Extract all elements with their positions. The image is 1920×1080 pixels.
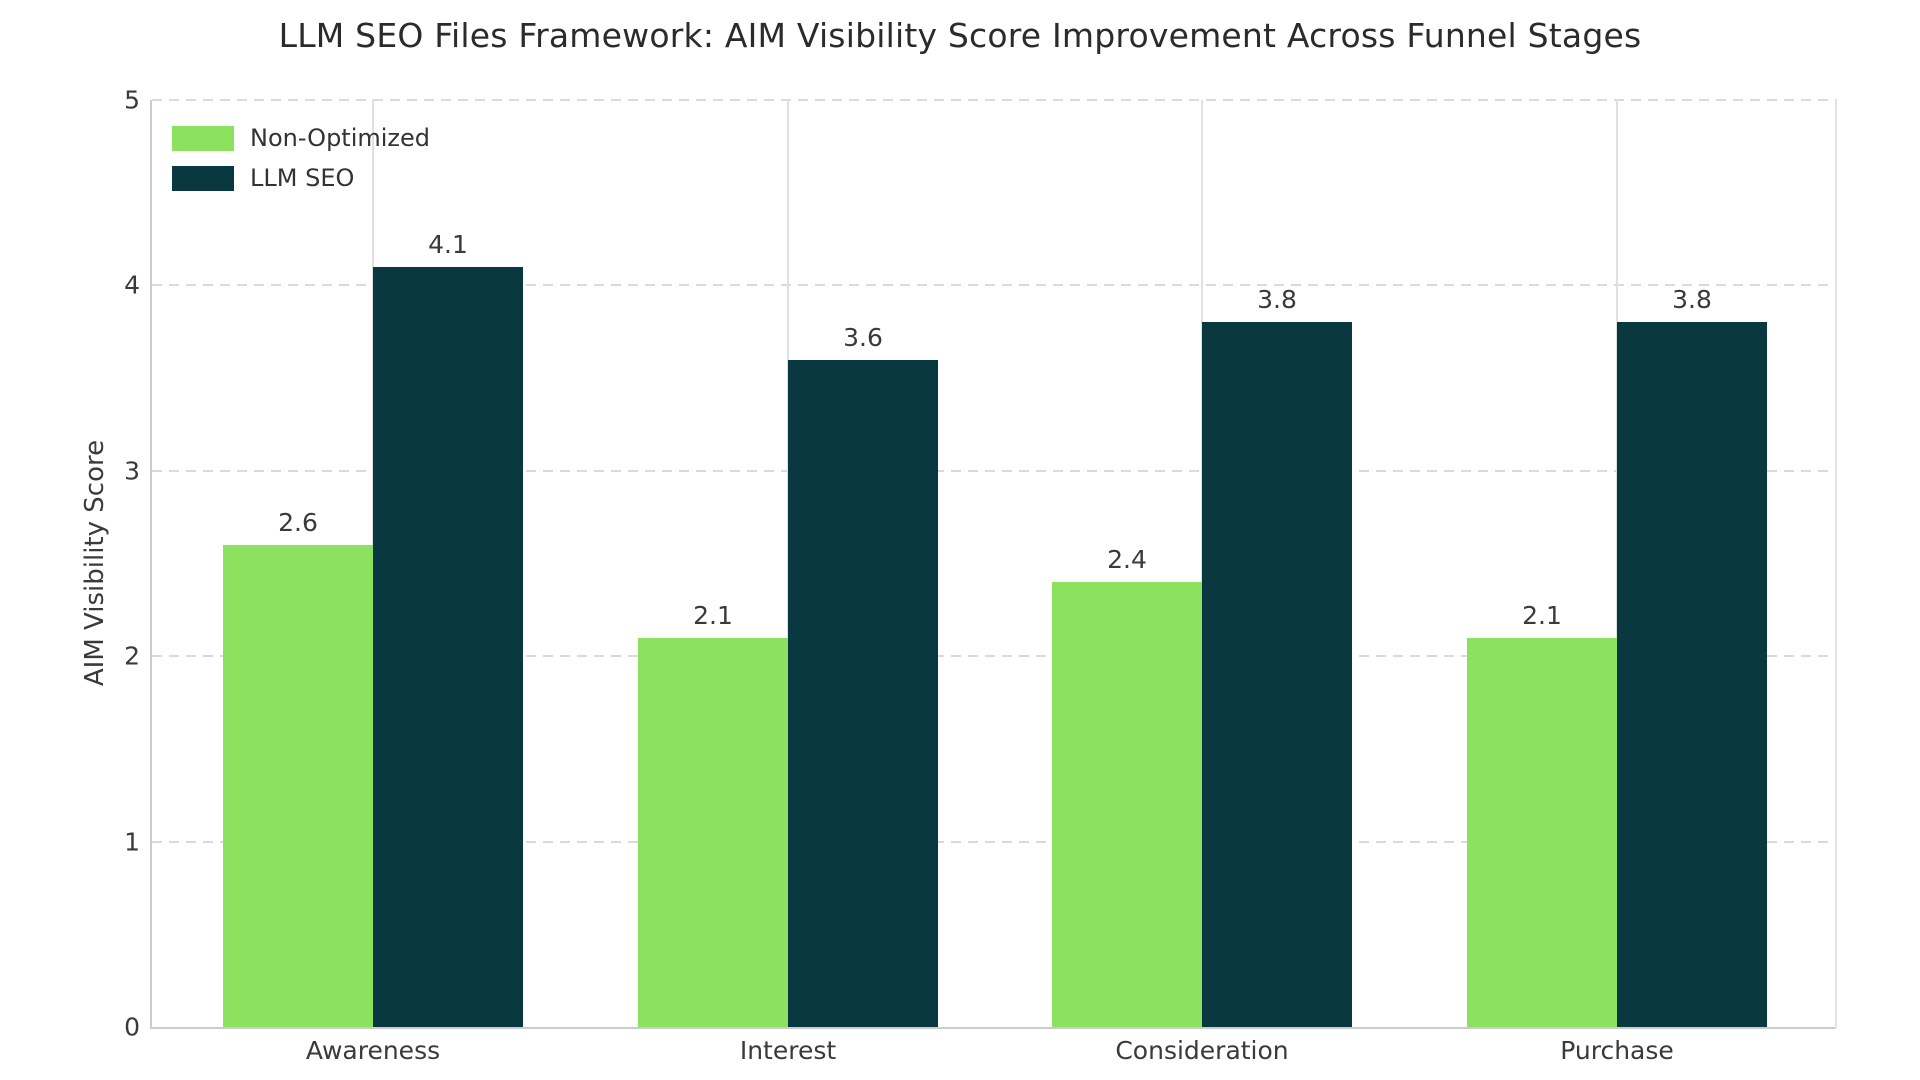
bar-llm-seo-interest [788,359,938,1027]
bar-value-label: 3.8 [1257,285,1297,315]
bar-value-label: 2.1 [693,600,733,630]
horizontal-gridline [152,655,1837,658]
bar-non-optimized-consideration [1052,582,1202,1027]
horizontal-gridline [152,99,1837,101]
legend-label: LLM SEO [250,164,355,192]
legend: Non-Optimized LLM SEO [172,124,430,192]
horizontal-gridline [152,469,1837,472]
left-axis-spine [150,100,152,1029]
right-axis-spine [1835,100,1837,1029]
x-tick-label: Purchase [1560,1036,1674,1065]
bar-value-label: 2.6 [278,507,318,537]
horizontal-gridline [152,284,1837,287]
x-tick-label: Interest [739,1036,837,1065]
bar-value-label: 3.6 [843,322,883,352]
chart-title: LLM SEO Files Framework: AIM Visibility … [278,16,1642,55]
y-tick-label: 4 [124,270,140,300]
legend-label: Non-Optimized [250,124,431,152]
legend-item: LLM SEO [172,164,430,192]
y-tick-label: 3 [124,456,140,486]
legend-swatch-llm-seo [172,165,234,191]
bar-llm-seo-consideration [1202,322,1352,1027]
y-tick-label: 2 [124,641,140,671]
bottom-axis-spine [150,1027,1837,1029]
x-tick-label: Consideration [1115,1036,1289,1065]
bar-llm-seo-awareness [373,266,523,1027]
legend-swatch-non-optimized [172,125,234,151]
legend-item: Non-Optimized [172,124,430,152]
plot-area: 2.6 2.1 2.4 2.1 4.1 3.6 3.8 3.8 Non-Optimized LL… [150,99,1837,1029]
bar-value-label: 2.4 [1107,545,1147,575]
y-tick-label: 0 [124,1012,140,1042]
bar-non-optimized-purchase [1467,637,1617,1027]
bar-non-optimized-interest [638,637,788,1027]
y-tick-label: 5 [124,85,140,115]
bar-value-label: 2.1 [1522,600,1562,630]
bar-value-label: 4.1 [428,229,468,259]
bar-llm-seo-purchase [1617,322,1767,1027]
y-tick-label: 1 [124,827,140,857]
bar-non-optimized-awareness [223,544,373,1027]
horizontal-gridline [152,840,1837,843]
x-tick-label: Awareness [305,1036,441,1065]
bar-value-label: 3.8 [1672,285,1712,315]
